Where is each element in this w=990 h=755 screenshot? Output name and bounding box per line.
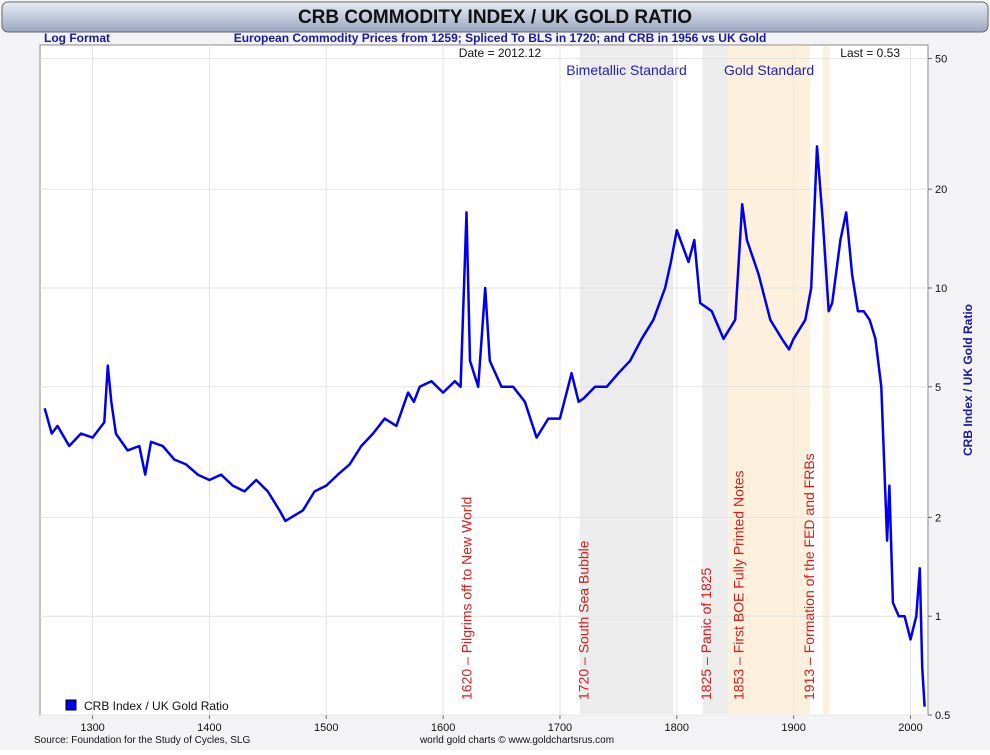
- x-tick-label: 1500: [314, 722, 338, 734]
- annotation: 1720 – South Sea Bubble: [575, 540, 591, 700]
- y-tick-label: 2: [935, 512, 941, 524]
- x-tick-label: 2000: [898, 722, 922, 734]
- y-tick-label: 5: [935, 382, 941, 394]
- band: [728, 46, 810, 714]
- data-line: [43, 145, 926, 707]
- x-tick-label: 1300: [80, 722, 104, 734]
- legend-swatch: [65, 699, 77, 711]
- y-tick-label: 0.5: [935, 710, 950, 722]
- format-label: Log Format: [44, 31, 110, 45]
- x-tick-label: 1700: [548, 722, 572, 734]
- source: Source: Foundation for the Study of Cycl…: [34, 735, 250, 746]
- last-label: Last = 0.53: [840, 46, 900, 60]
- x-tick-label: 1600: [431, 722, 455, 734]
- date-label: Date = 2012.12: [459, 46, 542, 60]
- band-label: Gold Standard: [724, 62, 814, 78]
- y-tick-label: 20: [935, 184, 947, 196]
- band: [579, 46, 674, 714]
- subtitle: European Commodity Prices from 1259; Spl…: [234, 31, 767, 45]
- chart-title: CRB COMMODITY INDEX / UK GOLD RATIO: [298, 7, 692, 28]
- band: [702, 46, 729, 714]
- y-tick-label: 10: [935, 283, 947, 295]
- credit: world gold charts © www.goldchartsrus.co…: [419, 735, 614, 746]
- annotation: 1913 – Formation of the FED and FRBs: [801, 453, 817, 700]
- legend-label: CRB Index / UK Gold Ratio: [84, 699, 229, 713]
- x-tick-label: 1900: [781, 722, 805, 734]
- annotation: 1620 – Pilgrims off to New World: [458, 497, 474, 700]
- band-label: Bimetallic Standard: [566, 62, 687, 78]
- y-tick-label: 1: [935, 611, 941, 623]
- annotation: 1825 – Panic of 1825: [698, 567, 714, 700]
- x-tick-label: 1400: [197, 722, 221, 734]
- y-axis-label: CRB Index / UK Gold Ratio: [961, 304, 975, 456]
- title-bar: [1, 1, 989, 33]
- y-tick-label: 50: [935, 54, 947, 66]
- band: [822, 46, 830, 714]
- annotation: 1853 – First BOE Fully Printed Notes: [731, 470, 747, 700]
- x-tick-label: 1800: [665, 722, 689, 734]
